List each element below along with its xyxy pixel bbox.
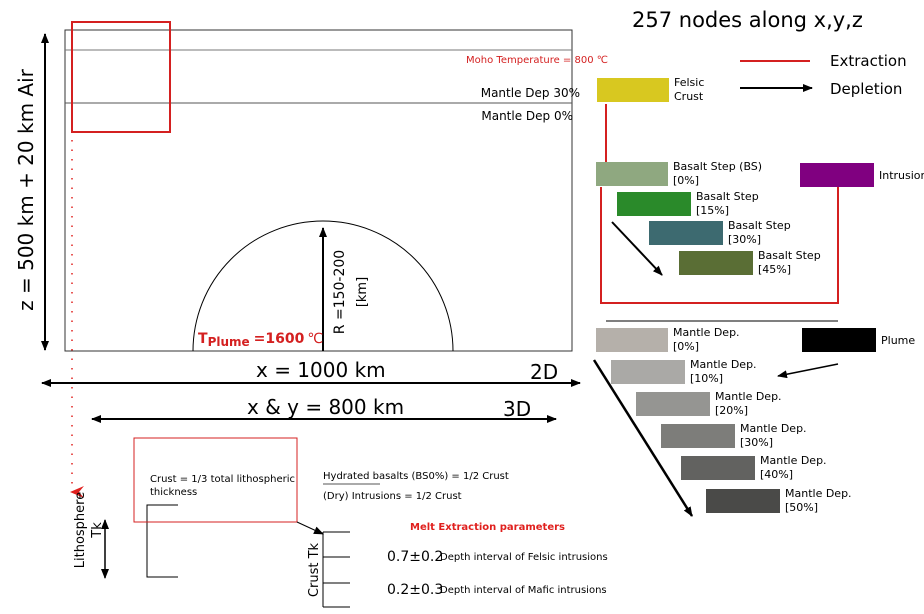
phase-swatch <box>611 360 685 384</box>
phase-label: [45%] <box>758 263 791 276</box>
phase-label: Mantle Dep. <box>690 358 757 371</box>
phase-label: Basalt Step <box>758 249 821 262</box>
phase-swatch <box>802 328 876 352</box>
plume-sub: Plume <box>208 335 250 349</box>
phase-label: [20%] <box>715 404 748 417</box>
dep30-label: Mantle Dep 30% <box>481 86 580 100</box>
phase-label: [0%] <box>673 340 699 353</box>
phase-label: [10%] <box>690 372 723 385</box>
lithosphere-tk: Tk <box>90 522 105 539</box>
crust-text: thickness <box>150 487 197 498</box>
phase-label: [50%] <box>785 501 818 514</box>
phase-swatch <box>681 456 755 480</box>
phase-label: Mantle Dep. <box>785 487 852 500</box>
felsic-text: Depth interval of Felsic intrusions <box>440 552 608 563</box>
phase-label: [15%] <box>696 204 729 217</box>
plume-value: =1600 <box>254 331 305 347</box>
phase-label: [30%] <box>728 233 761 246</box>
phase-label: Mantle Dep. <box>715 390 782 403</box>
label-2d: 2D <box>530 360 558 384</box>
phase-swatch <box>596 162 668 186</box>
mafic-text: Depth interval of Mafic intrusions <box>440 585 607 596</box>
felsic-value: 0.7±0.2 <box>387 549 443 565</box>
phase-swatch <box>597 78 669 102</box>
x3d-label: x & y = 800 km <box>247 395 404 419</box>
phase-label: [30%] <box>740 436 773 449</box>
texts: 257 nodes along x,y,z Extraction Depleti… <box>14 8 907 598</box>
hydrated-text: Hydrated basalts (BS0%) = 1/2 Crust <box>323 471 509 482</box>
phase-swatch <box>661 424 735 448</box>
dry-text: (Dry) Intrusions = 1/2 Crust <box>323 491 462 502</box>
plume-t: T <box>198 331 208 347</box>
phase-label: Crust <box>674 90 704 103</box>
phase-label: Plume <box>881 334 915 347</box>
moho-label: Moho Temperature = 800 ℃ <box>466 55 608 66</box>
phase-swatch <box>617 192 691 216</box>
x2d-label: x = 1000 km <box>256 358 386 382</box>
radius-unit: [km] <box>355 277 370 307</box>
crust-tk: Crust Tk <box>307 542 322 597</box>
lithosphere-label: Lithosphere <box>73 492 88 568</box>
phase-label: Mantle Dep. <box>740 422 807 435</box>
dep0-label: Mantle Dep 0% <box>481 109 573 123</box>
plume-unit: ℃ <box>307 331 323 347</box>
phase-swatch <box>596 328 668 352</box>
phase-swatch <box>706 489 780 513</box>
phase-label: Mantle Dep. <box>673 326 740 339</box>
phase-swatch <box>679 251 753 275</box>
phase-label: Mantle Dep. <box>760 454 827 467</box>
shapes <box>41 21 839 608</box>
plume-temp: TPlume =1600 ℃ <box>198 331 323 349</box>
phase-label: Basalt Step <box>696 190 759 203</box>
phase-label: Basalt Step <box>728 219 791 232</box>
phase-label: Intrusion <box>879 169 924 182</box>
crust-text: Crust = 1/3 total lithospheric <box>150 474 295 485</box>
phase-label: Felsic <box>674 76 704 89</box>
z-label: z = 500 km + 20 km Air <box>14 68 38 311</box>
mafic-value: 0.2±0.3 <box>387 582 443 598</box>
melt-title: Melt Extraction parameters <box>410 522 565 533</box>
title: 257 nodes along x,y,z <box>632 8 863 32</box>
phase-label: [40%] <box>760 468 793 481</box>
phase-label: [0%] <box>673 174 699 187</box>
legend-depletion: Depletion <box>830 80 902 98</box>
phase-swatch <box>649 221 723 245</box>
label-3d: 3D <box>503 397 531 421</box>
phase-label: Basalt Step (BS) <box>673 160 762 173</box>
phase-swatch <box>800 163 874 187</box>
phase-swatch <box>636 392 710 416</box>
legend-extraction: Extraction <box>830 52 907 70</box>
radius-label: R =150-200 <box>332 250 348 334</box>
